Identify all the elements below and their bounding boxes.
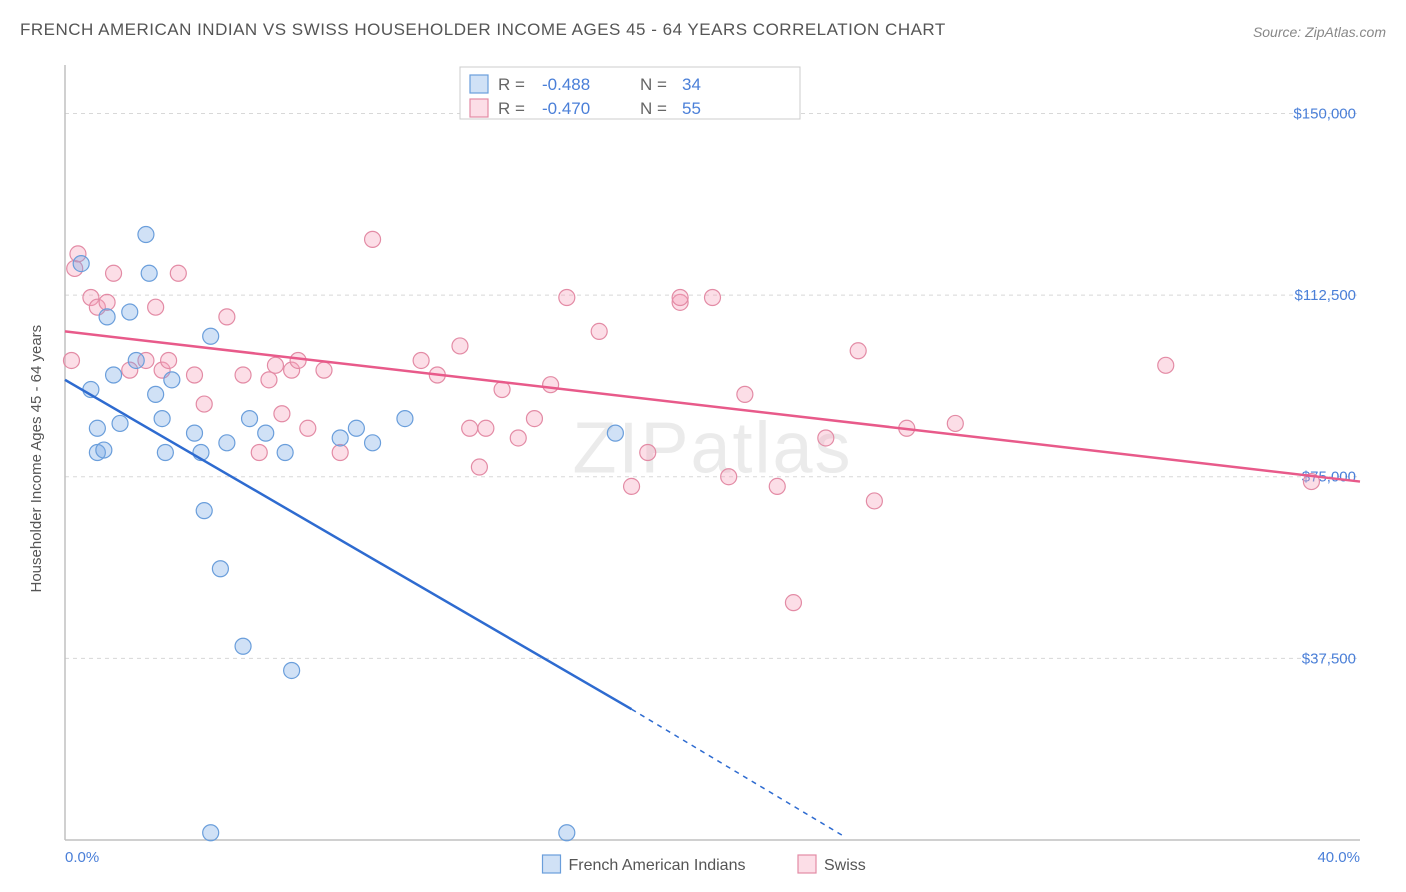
svg-text:-0.470: -0.470 xyxy=(542,99,590,118)
svg-text:$150,000: $150,000 xyxy=(1293,105,1356,122)
chart-container: $150,000$112,500$75,000$37,5000.0%40.0%H… xyxy=(20,55,1386,882)
svg-text:R =: R = xyxy=(498,75,525,94)
svg-text:ZIPatlas: ZIPatlas xyxy=(572,409,852,489)
scatter-chart: $150,000$112,500$75,000$37,5000.0%40.0%H… xyxy=(20,55,1386,882)
svg-text:Householder Income Ages 45 - 6: Householder Income Ages 45 - 64 years xyxy=(28,325,45,593)
svg-text:34: 34 xyxy=(682,75,701,94)
svg-text:-0.488: -0.488 xyxy=(542,75,590,94)
svg-text:French American Indians: French American Indians xyxy=(569,857,746,874)
svg-text:$37,500: $37,500 xyxy=(1302,650,1356,667)
svg-text:40.0%: 40.0% xyxy=(1317,849,1360,866)
svg-text:Swiss: Swiss xyxy=(824,857,866,874)
chart-title: FRENCH AMERICAN INDIAN VS SWISS HOUSEHOL… xyxy=(20,20,946,40)
svg-text:R =: R = xyxy=(498,99,525,118)
svg-text:N =: N = xyxy=(640,75,667,94)
svg-text:55: 55 xyxy=(682,99,701,118)
svg-text:N =: N = xyxy=(640,99,667,118)
source-credit: Source: ZipAtlas.com xyxy=(1253,24,1386,40)
svg-text:$112,500: $112,500 xyxy=(1295,287,1356,304)
svg-text:0.0%: 0.0% xyxy=(65,849,99,866)
